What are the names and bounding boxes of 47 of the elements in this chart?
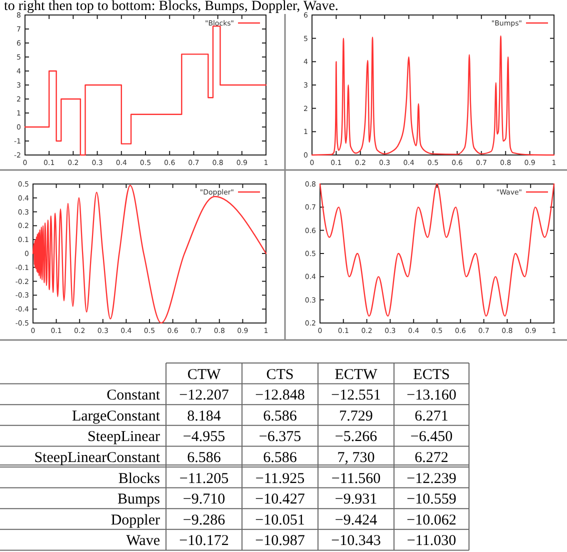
- text: −13.160: [406, 388, 456, 404]
- text: 7, 730: [337, 450, 375, 466]
- text: −4.955: [182, 429, 226, 446]
- text: −12.239: [406, 470, 456, 487]
- text: −6.450: [410, 429, 453, 446]
- text: −9.424: [334, 512, 378, 528]
- text: −10.427: [255, 492, 305, 508]
- line-series: [311, 35, 555, 156]
- category-label: CTS: [266, 366, 294, 383]
- category-label: Blocks: [118, 470, 160, 487]
- text: −11.030: [406, 533, 456, 550]
- text: −10.343: [331, 533, 381, 550]
- category-label: Wave: [126, 533, 160, 550]
- category-label: Constant: [106, 388, 160, 404]
- text: −12.848: [255, 388, 305, 404]
- text: −11.925: [255, 470, 305, 487]
- text: −11.205: [179, 470, 229, 487]
- text: −5.266: [334, 429, 378, 446]
- text: −9.286: [182, 512, 226, 528]
- line-series: [32, 184, 267, 324]
- category-label: SteepLinear: [88, 429, 160, 446]
- text: −9.931: [334, 492, 378, 508]
- category-label: ECTW: [334, 366, 378, 383]
- text: 7.729: [339, 408, 373, 424]
- category-label: Doppler: [110, 512, 160, 528]
- text: 6.586: [187, 450, 221, 466]
- text: −10.062: [406, 512, 456, 528]
- text: 6.586: [263, 408, 297, 424]
- text: −10.559: [406, 492, 456, 508]
- text: −6.375: [258, 429, 302, 446]
- text: −11.560: [331, 470, 381, 487]
- text: 8.184: [187, 408, 221, 424]
- line-series: [319, 183, 555, 317]
- text: 6.586: [263, 450, 297, 466]
- category-label: CTW: [187, 366, 222, 383]
- text: −12.551: [331, 388, 381, 404]
- category-label: SteepLinearConstant: [34, 450, 160, 466]
- category-label: Bumps: [117, 492, 160, 508]
- category-label: ECTS: [413, 366, 450, 383]
- text: −10.172: [179, 533, 229, 550]
- text: −10.987: [255, 533, 305, 550]
- category-label: LargeConstant: [72, 408, 160, 424]
- text: −9.710: [182, 492, 226, 508]
- text: 6.271: [414, 408, 448, 424]
- text: −12.207: [179, 388, 229, 404]
- text: 6.272: [414, 450, 448, 466]
- text: −10.051: [255, 512, 305, 528]
